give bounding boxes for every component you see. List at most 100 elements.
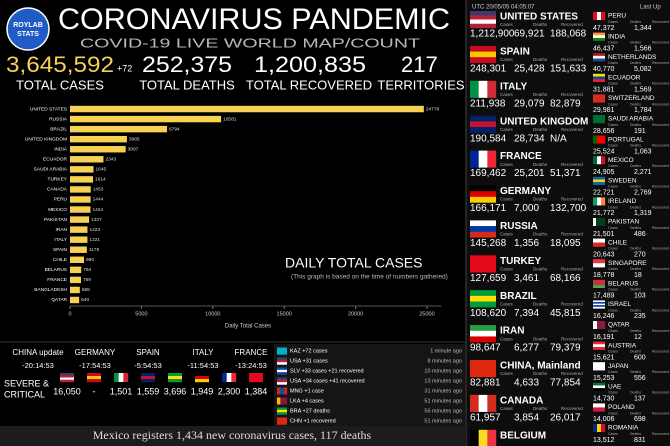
column-label: Recovered	[652, 370, 669, 374]
flag-stripe	[597, 156, 602, 165]
flag-stripe	[470, 226, 496, 232]
stat-value: 17,489	[593, 293, 615, 300]
flag-stripe	[593, 238, 605, 243]
stat-value: 127,659	[470, 273, 507, 284]
value-label: 1337	[91, 217, 102, 223]
column-label: Deaths	[630, 41, 641, 45]
flag-stripe	[470, 301, 496, 308]
flag-stripe	[597, 321, 602, 329]
flag-stripe	[599, 218, 603, 226]
flag-stripe	[277, 367, 287, 371]
flag-stripe	[601, 197, 606, 206]
stat-value: 3,854	[514, 413, 539, 424]
stat-value: 169,462	[470, 168, 507, 179]
country-name: SINGAPORE	[608, 260, 647, 267]
value-label: 6794	[169, 126, 180, 132]
column-label: Recovered	[652, 411, 669, 415]
value-label: 2343	[105, 157, 116, 163]
bar	[70, 135, 127, 143]
flag-stripe	[593, 53, 605, 57]
flag-stripe	[470, 394, 479, 412]
update-time: -17:54:53	[79, 361, 111, 370]
update-label: GERMANY	[75, 348, 116, 357]
x-tick-label: 5000	[135, 311, 147, 317]
chart-title: DAILY TOTAL CASES	[285, 255, 422, 271]
flag-stripe	[141, 376, 155, 380]
update-label: SPAIN	[136, 348, 160, 357]
value-label: 1614	[95, 177, 106, 183]
column-label: Deaths	[630, 102, 641, 106]
stat-value: 1,569	[634, 87, 652, 94]
stat-value: 191	[634, 128, 646, 135]
flag-stripe	[277, 359, 287, 363]
column-label: Cases	[608, 185, 618, 189]
flag-stripe	[478, 429, 488, 446]
flag-stripe	[470, 121, 496, 128]
stat-value: 18,095	[550, 238, 581, 249]
stat-value: 1,063	[634, 148, 652, 155]
country-name: CANADA	[500, 396, 543, 407]
stat-value: 190,584	[470, 133, 507, 144]
flag-stripe	[231, 373, 237, 382]
stat-value: 28,734	[514, 133, 545, 144]
stat-value: 1,344	[634, 25, 652, 32]
stat-value: 77,854	[550, 378, 581, 389]
severe-value: 2,300	[218, 386, 241, 396]
category-label: PAKISTAN	[44, 217, 68, 223]
flag-stripe	[593, 179, 605, 183]
flag-stripe	[593, 341, 605, 345]
value-label: 1645	[95, 167, 106, 173]
flag-stripe	[277, 347, 287, 355]
country-name: AUSTRIA	[608, 342, 637, 349]
flag-stripe	[470, 325, 496, 331]
value-label: 784	[83, 267, 91, 273]
column-label: Recovered	[652, 226, 669, 230]
category-label: BELARUS	[45, 267, 67, 273]
update-time: -13:24:53	[235, 361, 267, 370]
total-label: TOTAL DEATHS	[139, 77, 235, 92]
column-label: Cases	[500, 336, 514, 341]
column-label: Recovered	[652, 267, 669, 271]
flag-stripe	[593, 35, 605, 39]
column-label: Cases	[608, 164, 618, 168]
flag-stripe	[601, 156, 606, 165]
country-name: UNITED KINGDOM	[500, 116, 588, 127]
column-label: Deaths	[533, 92, 548, 97]
severe-value: 3,696	[164, 386, 187, 396]
category-label: BRAZIL	[50, 126, 67, 132]
flag-stripe	[470, 57, 496, 64]
column-label: Recovered	[652, 41, 669, 45]
column-label: Cases	[500, 162, 514, 167]
stat-value: 698	[634, 416, 646, 423]
flag-stripe	[593, 302, 605, 304]
update-label: CHINA update	[12, 348, 64, 357]
flag-stripe	[141, 379, 155, 383]
flag-stripe	[593, 55, 605, 59]
logo	[6, 7, 50, 51]
column-label: Deaths	[630, 226, 641, 230]
bar	[70, 156, 104, 163]
category-label: SAUDI ARABIA	[34, 167, 68, 173]
stat-value: 1,319	[634, 210, 652, 217]
column-label: Recovered	[561, 127, 583, 132]
column-label: Cases	[500, 406, 514, 411]
column-label: Recovered	[652, 308, 669, 312]
flag-stripe	[593, 115, 605, 124]
bar	[70, 176, 94, 183]
flag-stripe	[277, 417, 287, 425]
feed-time: 10 minutes ago	[424, 368, 462, 374]
country-name: PAKISTAN	[608, 219, 639, 226]
flag-stripe	[596, 218, 600, 226]
category-label: MEXICO	[48, 207, 67, 213]
country-name: UAE	[608, 384, 622, 391]
total-label: TOTAL RECOVERED	[246, 77, 372, 92]
country-name: CHILE	[608, 239, 628, 246]
column-label: Cases	[608, 411, 618, 415]
flag-stripe	[470, 150, 479, 168]
column-label: Deaths	[630, 411, 641, 415]
flag-stripe	[470, 51, 496, 58]
value-label: 1453	[93, 187, 104, 193]
flag-stripe	[593, 182, 605, 185]
column-label: Recovered	[652, 288, 669, 292]
column-label: Recovered	[652, 61, 669, 65]
